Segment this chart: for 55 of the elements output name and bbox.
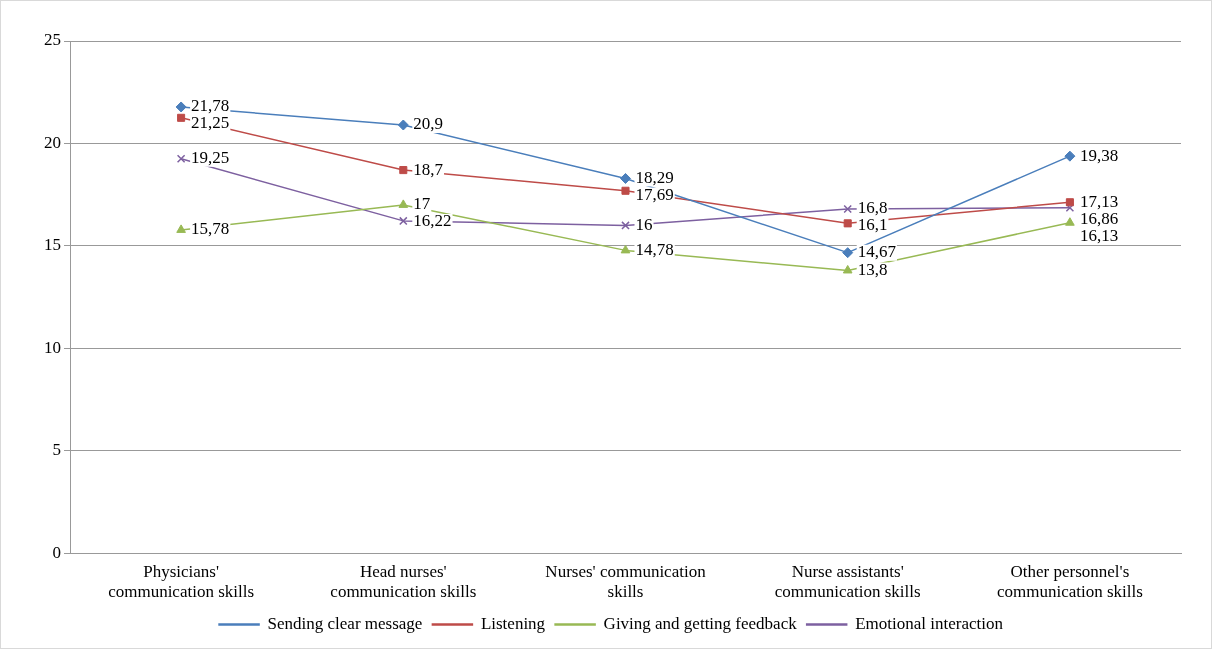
point <box>1065 203 1075 213</box>
data-label: 19,25 <box>191 148 230 168</box>
y-tick-label: 0 <box>52 542 61 562</box>
y-tick-label: 20 <box>44 132 61 152</box>
data-label: 14,78 <box>635 239 674 259</box>
point <box>397 119 409 131</box>
point <box>176 154 186 164</box>
point <box>176 224 186 233</box>
x-tick-label: Other personnel's communication skills <box>996 561 1143 602</box>
point <box>399 216 408 226</box>
x-tick-label: Head nurses' communication skills <box>330 561 477 602</box>
data-label: 18,7 <box>413 159 444 179</box>
point <box>1065 198 1074 207</box>
data-label: 16,86 <box>1079 208 1119 228</box>
y-tick-label: 10 <box>44 337 61 357</box>
data-label: 14,67 <box>857 242 897 262</box>
legend-label: Giving and getting feedback <box>603 613 798 633</box>
point <box>175 101 187 113</box>
point <box>620 244 631 254</box>
data-label: 16,13 <box>1079 225 1119 245</box>
legend-label: Emotional interaction <box>855 613 1004 633</box>
point <box>843 219 852 228</box>
legend-label: Listening <box>480 613 546 633</box>
y-tick-label: 15 <box>44 235 61 255</box>
point <box>1064 150 1076 162</box>
data-label: 19,38 <box>1079 145 1119 165</box>
point <box>842 264 853 274</box>
data-label: 15,78 <box>191 219 230 239</box>
x-tick-label: Physicians' communication skills <box>108 561 255 602</box>
point <box>621 186 630 195</box>
data-label: 20,9 <box>413 114 444 134</box>
data-label: 17 <box>413 194 431 214</box>
data-label: 17,13 <box>1079 191 1119 211</box>
point <box>620 172 631 184</box>
point <box>842 247 854 259</box>
x-tick-label: Nurses' communication skills <box>545 561 707 602</box>
data-label: 18,29 <box>635 167 674 187</box>
data-label: 21,78 <box>191 96 230 116</box>
y-tick-label: 5 <box>52 440 61 460</box>
data-label: 21,25 <box>191 113 230 133</box>
data-label: 16 <box>635 214 653 234</box>
point <box>177 113 186 122</box>
x-tick-label: Nurse assistants' communication skills <box>774 561 921 602</box>
y-tick-label: 25 <box>44 30 61 50</box>
point <box>398 199 409 208</box>
data-label: 16,1 <box>857 215 888 235</box>
data-label: 17,69 <box>635 184 674 204</box>
data-label: 13,8 <box>857 259 888 279</box>
data-label: 16,22 <box>413 211 452 231</box>
point <box>621 221 630 230</box>
legend-label: Sending clear message <box>267 613 423 633</box>
point <box>843 204 852 214</box>
point <box>399 166 408 175</box>
data-label: 16,8 <box>857 198 888 218</box>
point <box>1065 217 1075 226</box>
